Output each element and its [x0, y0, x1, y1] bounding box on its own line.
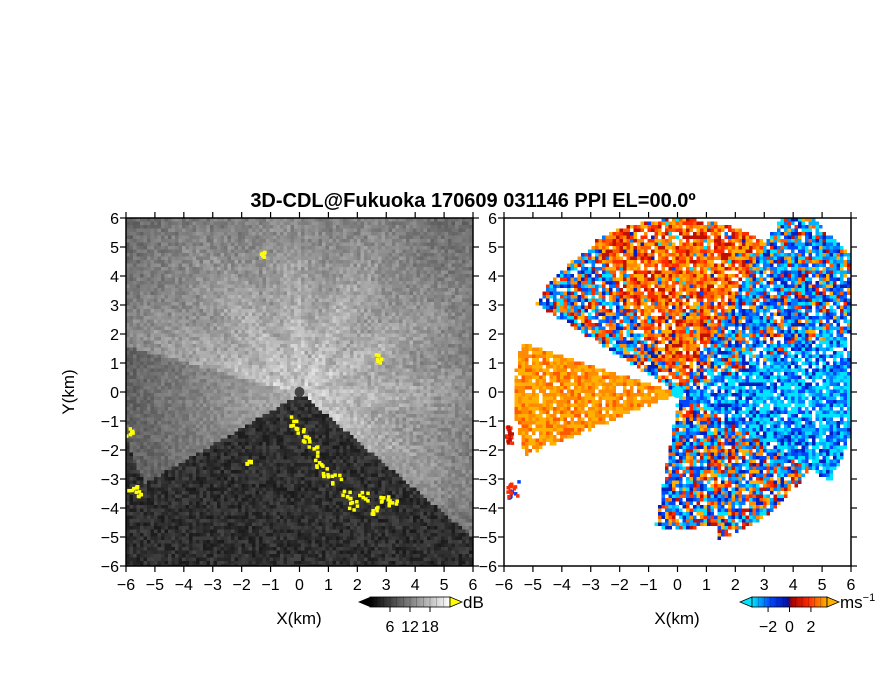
reflectivity-x-tick-label: −3	[204, 577, 222, 594]
velocity-x-tick-label: −6	[495, 577, 513, 594]
reflectivity-x-tick-label: 4	[411, 577, 420, 594]
reflectivity-colorbar-right-triangle	[449, 596, 464, 608]
reflectivity-colorbar-tick-label: 18	[421, 619, 439, 636]
velocity-colorbar-right-triangle	[826, 596, 841, 608]
chart-title: 3D-CDL@Fukuoka 170609 031146 PPI EL=00.0…	[250, 190, 695, 212]
reflectivity-y-tick-label: −1	[101, 414, 119, 431]
reflectivity-colorbar-unit: dB	[463, 593, 484, 612]
reflectivity-y-tick-label: 3	[110, 298, 119, 315]
velocity-y-tick-label: −5	[479, 530, 497, 547]
velocity-panel: −6 −5 −4 −3 −2 −1 0 1 2 3 4 5 6 6 5 4 3 2 1 0 −1 −2 −3 −4 −5 −6 X…	[479, 211, 857, 628]
reflectivity-y-tick-label: −4	[101, 501, 119, 518]
reflectivity-y-tick-label: −6	[101, 559, 119, 576]
velocity-y-tick-label: −4	[479, 501, 497, 518]
reflectivity-x-tick-label: −1	[261, 577, 279, 594]
velocity-y-tick-label: −1	[479, 414, 497, 431]
reflectivity-colorbar-tick-label: 12	[401, 619, 419, 636]
velocity-x-tick-label: 4	[789, 577, 798, 594]
velocity-y-tick-label: 6	[488, 211, 497, 228]
reflectivity-x-tick-label: 3	[382, 577, 391, 594]
velocity-y-tick-label: −6	[479, 559, 497, 576]
velocity-x-tick-label: 6	[847, 577, 856, 594]
reflectivity-x-tick-label: −5	[146, 577, 164, 594]
velocity-y-tick-label: 1	[488, 356, 497, 373]
reflectivity-x-tick-label: 2	[353, 577, 362, 594]
velocity-x-axis-label: X(km)	[654, 609, 699, 628]
velocity-colorbar-tick-label: 0	[785, 619, 794, 636]
reflectivity-axis-ticks: −6 −5 −4 −3 −2 −1 0 1 2 3 4 5 6 6 5 4 3 2 1 0 −1 −2 −3 −4 −5 −6	[101, 211, 479, 594]
velocity-y-tick-label: 4	[488, 269, 497, 286]
velocity-x-tick-label: −2	[611, 577, 629, 594]
velocity-x-tick-label: −4	[553, 577, 571, 594]
reflectivity-y-tick-label: −3	[101, 472, 119, 489]
reflectivity-x-tick-label: 1	[324, 577, 333, 594]
reflectivity-y-tick-label: 5	[110, 240, 119, 257]
velocity-x-tick-label: 5	[818, 577, 827, 594]
velocity-colorbar: −2 0 2 ms−1	[738, 592, 875, 636]
reflectivity-colorbar-tick-label: 6	[386, 619, 395, 636]
reflectivity-colorbar: 6 12 18 dB	[358, 593, 484, 636]
velocity-data-layer	[505, 218, 851, 540]
velocity-colorbar-left-triangle	[738, 596, 753, 608]
velocity-x-tick-label: 2	[731, 577, 740, 594]
reflectivity-panel: −6 −5 −4 −3 −2 −1 0 1 2 3 4 5 6 6 5 4 3 2 1 0 −1 −2 −3 −4 −5 −6 Y…	[59, 211, 479, 628]
velocity-x-tick-label: −1	[639, 577, 657, 594]
velocity-x-tick-label: −5	[524, 577, 542, 594]
velocity-y-tick-label: 5	[488, 240, 497, 257]
velocity-y-tick-label: 2	[488, 327, 497, 344]
velocity-x-tick-label: 1	[702, 577, 711, 594]
reflectivity-x-tick-label: −6	[117, 577, 135, 594]
velocity-colorbar-unit: ms−1	[840, 592, 875, 612]
velocity-colorbar-unit-exponent: −1	[863, 592, 876, 604]
velocity-colorbar-tick-label: −2	[759, 619, 777, 636]
reflectivity-x-tick-label: 6	[469, 577, 478, 594]
velocity-x-tick-label: −3	[582, 577, 600, 594]
reflectivity-x-axis-label: X(km)	[276, 609, 321, 628]
velocity-colorbar-ticks: −2 0 2	[757, 597, 822, 636]
velocity-axis-ticks: −6 −5 −4 −3 −2 −1 0 1 2 3 4 5 6 6 5 4 3 2 1 0 −1 −2 −3 −4 −5 −6	[479, 211, 857, 594]
reflectivity-y-tick-label: 6	[110, 211, 119, 228]
reflectivity-data-layer	[126, 218, 473, 566]
reflectivity-colorbar-ticks: 6 12 18	[376, 597, 444, 636]
reflectivity-y-tick-label: 4	[110, 269, 119, 286]
reflectivity-y-tick-label: −2	[101, 443, 119, 460]
reflectivity-colorbar-left-triangle	[358, 597, 370, 607]
reflectivity-y-tick-label: −5	[101, 530, 119, 547]
velocity-y-tick-label: 3	[488, 298, 497, 315]
reflectivity-y-axis-label: Y(km)	[59, 369, 78, 414]
reflectivity-y-tick-label: 2	[110, 327, 119, 344]
velocity-y-tick-label: 0	[488, 385, 497, 402]
reflectivity-x-tick-label: −4	[175, 577, 193, 594]
reflectivity-x-tick-label: 5	[440, 577, 449, 594]
velocity-y-tick-label: −3	[479, 472, 497, 489]
reflectivity-x-tick-label: −2	[233, 577, 251, 594]
velocity-colorbar-tick-label: 2	[806, 619, 815, 636]
velocity-x-tick-label: 3	[760, 577, 769, 594]
velocity-x-tick-label: 0	[673, 577, 682, 594]
reflectivity-x-tick-label: 0	[295, 577, 304, 594]
velocity-y-tick-label: −2	[479, 443, 497, 460]
reflectivity-y-tick-label: 1	[110, 356, 119, 373]
reflectivity-y-tick-label: 0	[110, 385, 119, 402]
